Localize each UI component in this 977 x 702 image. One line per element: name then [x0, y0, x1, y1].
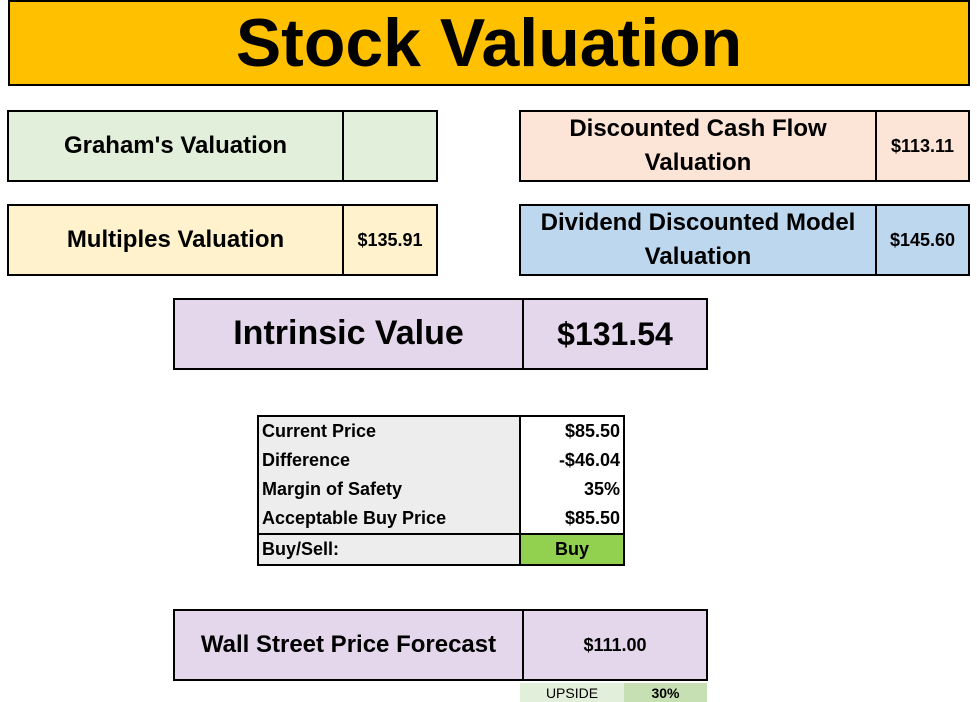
margin-of-safety-value[interactable]: 35%: [521, 475, 623, 504]
multiples-valuation-value[interactable]: $135.91: [357, 229, 423, 250]
difference-label: Difference: [259, 446, 521, 475]
current-price-value[interactable]: $85.50: [521, 417, 623, 446]
ddm-valuation-label: Dividend Discounted Model Valuation: [521, 206, 877, 274]
acceptable-buy-price-value[interactable]: $85.50: [521, 504, 623, 533]
table-row: Buy/Sell: Buy: [259, 533, 623, 564]
table-row: Margin of Safety 35%: [259, 475, 623, 504]
upside-label: UPSIDE: [520, 683, 624, 702]
ddm-valuation-value[interactable]: $145.60: [889, 229, 956, 250]
dcf-valuation-value[interactable]: $113.11: [890, 135, 955, 156]
price-summary-table: Current Price $85.50 Difference -$46.04 …: [257, 415, 625, 566]
upside-value[interactable]: 30%: [624, 683, 707, 702]
wall-street-forecast-card: Wall Street Price Forecast $111.00: [173, 609, 708, 681]
multiples-valuation-label: Multiples Valuation: [9, 206, 344, 274]
wall-street-forecast-value[interactable]: $111.00: [583, 634, 647, 655]
ddm-valuation-card: Dividend Discounted Model Valuation $145…: [519, 204, 970, 276]
graham-valuation-value[interactable]: [344, 112, 436, 180]
graham-valuation-card: Graham's Valuation: [7, 110, 438, 182]
current-price-label: Current Price: [259, 417, 521, 446]
table-row: Acceptable Buy Price $85.50: [259, 504, 623, 533]
multiples-valuation-card: Multiples Valuation $135.91: [7, 204, 438, 276]
buy-sell-value[interactable]: Buy: [521, 535, 623, 564]
margin-of-safety-label: Margin of Safety: [259, 475, 521, 504]
intrinsic-value-value[interactable]: $131.54: [557, 315, 673, 352]
buy-sell-label: Buy/Sell:: [259, 535, 521, 564]
intrinsic-value-card: Intrinsic Value $131.54: [173, 298, 708, 370]
dcf-valuation-label: Discounted Cash Flow Valuation: [521, 112, 877, 180]
intrinsic-value-label: Intrinsic Value: [175, 300, 524, 368]
dcf-valuation-card: Discounted Cash Flow Valuation $113.11: [519, 110, 970, 182]
acceptable-buy-price-label: Acceptable Buy Price: [259, 504, 521, 533]
table-row: Current Price $85.50: [259, 417, 623, 446]
table-row: Difference -$46.04: [259, 446, 623, 475]
graham-valuation-label: Graham's Valuation: [9, 112, 344, 180]
page-title: Stock Valuation: [8, 0, 970, 86]
wall-street-forecast-label: Wall Street Price Forecast: [175, 611, 524, 679]
difference-value[interactable]: -$46.04: [521, 446, 623, 475]
